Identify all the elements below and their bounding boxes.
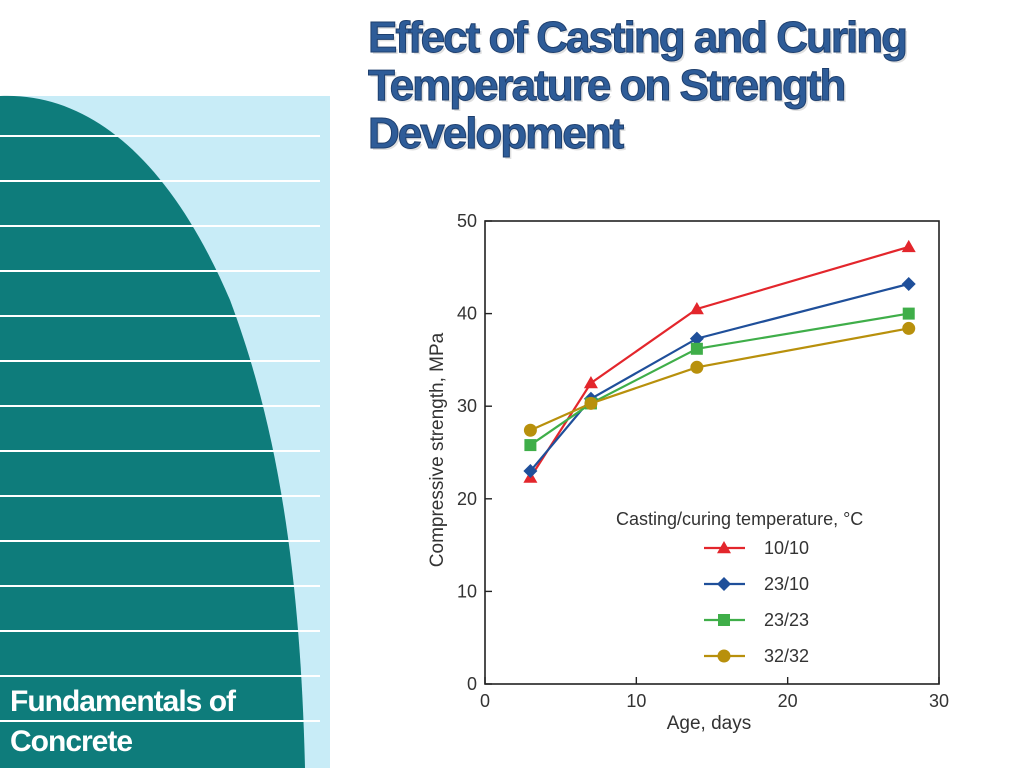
data-point-23-10 xyxy=(523,464,538,479)
series-line-32-32 xyxy=(529,327,909,432)
x-axis-label: Age, days xyxy=(667,713,752,734)
series-markers xyxy=(523,239,916,483)
data-point-32-32 xyxy=(584,396,598,410)
y-tick-label: 30 xyxy=(457,396,477,416)
slide-title-line-1: Effect of Casting and Curing xyxy=(368,13,909,62)
data-point-32-32 xyxy=(523,423,537,437)
legend-entry-label: 32/32 xyxy=(764,646,809,666)
plot-frame xyxy=(484,220,940,685)
y-tick-label: 50 xyxy=(457,211,477,231)
series-lines xyxy=(529,245,910,479)
data-point-23-23 xyxy=(902,307,915,320)
legend-entry-label: 23/23 xyxy=(764,610,809,630)
series-line-23-23 xyxy=(529,312,909,446)
x-tick-label: 30 xyxy=(929,691,949,711)
footer-label: Fundamentals of Concrete xyxy=(10,682,310,762)
data-point-23-10 xyxy=(901,276,916,291)
series-line-23-10 xyxy=(529,282,910,472)
data-point-10-10 xyxy=(689,301,704,315)
legend-entry-label: 23/10 xyxy=(764,574,809,594)
x-tick-label: 20 xyxy=(778,691,798,711)
footer-line-1: Fundamentals of xyxy=(10,685,236,718)
y-axis-label: Compressive strength, MPa xyxy=(427,332,448,567)
data-point-32-32 xyxy=(690,360,704,374)
y-tick-label: 10 xyxy=(457,581,477,601)
data-point-10-10 xyxy=(583,376,598,389)
slide-title-line-3: Development xyxy=(368,109,625,158)
banner-teal-shape xyxy=(0,95,305,768)
data-point-23-23 xyxy=(690,342,703,355)
y-tick-label: 0 xyxy=(467,674,477,694)
legend-marker xyxy=(717,649,731,663)
legend-marker xyxy=(717,577,731,591)
data-point-23-23 xyxy=(524,439,537,452)
y-tick-label: 40 xyxy=(457,304,477,324)
banner-stripes xyxy=(0,135,320,722)
legend-marker xyxy=(718,614,730,626)
decorative-banner xyxy=(0,95,330,768)
data-point-23-10 xyxy=(689,331,704,346)
y-tick-label: 20 xyxy=(457,489,477,509)
legend-title: Casting/curing temperature, °C xyxy=(616,509,863,529)
series-line-10-10 xyxy=(529,245,910,479)
footer-line-2: Concrete xyxy=(10,725,133,758)
axes: 0 10 20 30 0 10 20 30 40 50 xyxy=(457,211,949,711)
x-tick-label: 0 xyxy=(480,691,490,711)
x-tick-label: 10 xyxy=(626,691,646,711)
legend: 10/10 23/10 23/23 32/32 xyxy=(704,538,809,666)
slide-title-line-2: Temperature on Strength xyxy=(368,61,847,110)
data-point-32-32 xyxy=(902,321,916,335)
legend-entry-label: 10/10 xyxy=(764,538,809,558)
data-point-10-10 xyxy=(901,239,916,253)
slide-title: Effect of Casting and Curing Temperature… xyxy=(368,13,1008,158)
legend-marker xyxy=(717,541,731,554)
